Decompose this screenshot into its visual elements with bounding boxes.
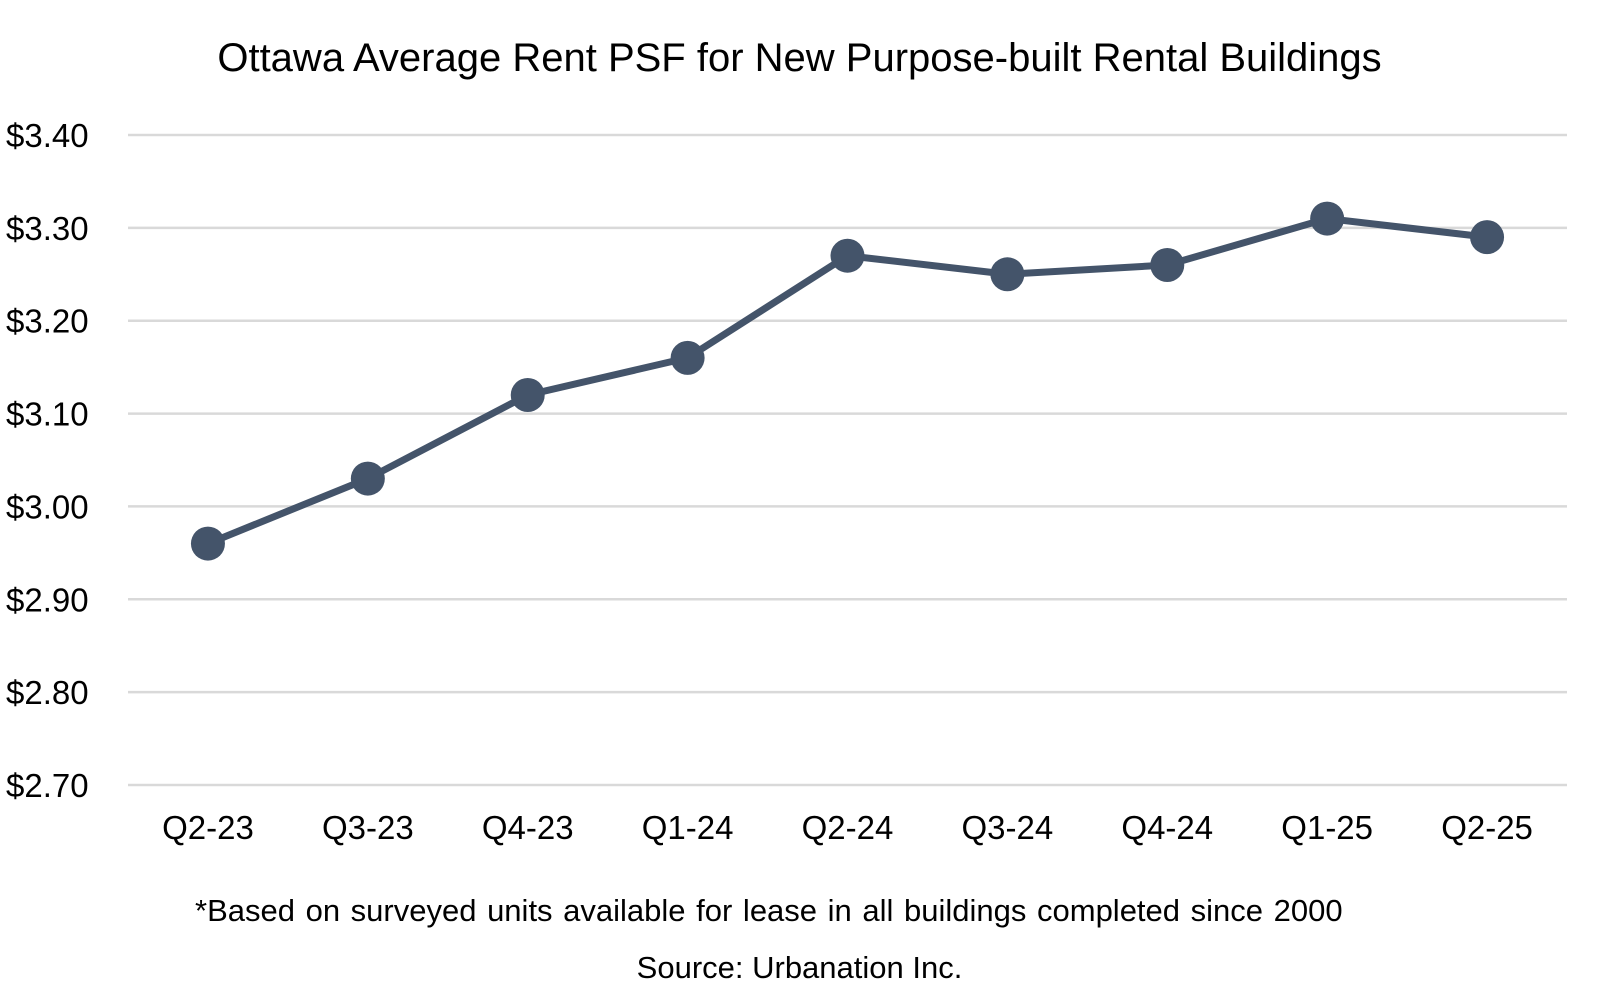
data-point [1470, 220, 1505, 255]
y-tick-label: $3.10 [6, 396, 89, 433]
x-axis-tick-labels: Q2-23 Q3-23 Q4-23 Q1-24 Q2-24 Q3-24 Q4-24 Q1-25… [162, 809, 1533, 846]
footnote: *Based on surveyed units available for l… [195, 893, 1343, 928]
x-tick-label: Q4-24 [1121, 809, 1213, 846]
x-tick-label: Q2-23 [162, 809, 254, 846]
data-point [510, 378, 545, 412]
x-tick-label: Q3-23 [322, 809, 414, 846]
x-tick-label: Q4-23 [482, 809, 574, 846]
y-tick-label: $3.40 [6, 117, 89, 154]
x-tick-label: Q2-24 [802, 809, 894, 846]
x-tick-label: Q2-25 [1441, 809, 1533, 846]
y-tick-label: $2.70 [6, 767, 89, 804]
data-point [830, 238, 865, 273]
data-point [1150, 248, 1185, 282]
y-tick-label: $2.80 [6, 674, 89, 711]
x-tick-label: Q1-25 [1281, 809, 1373, 846]
x-tick-label: Q3-24 [962, 809, 1054, 846]
data-point [350, 461, 385, 496]
gridlines [128, 133, 1567, 787]
data-point [190, 526, 225, 561]
y-tick-label: $3.00 [6, 488, 89, 525]
series-points [190, 201, 1505, 561]
y-tick-label: $3.30 [6, 210, 89, 247]
source-note: Source: Urbanation Inc. [636, 950, 963, 985]
y-tick-label: $3.20 [6, 303, 89, 340]
chart-title: Ottawa Average Rent PSF for New Purpose-… [217, 36, 1382, 80]
data-point [1310, 201, 1345, 236]
data-point [990, 257, 1025, 292]
data-point [670, 340, 705, 375]
x-tick-label: Q1-24 [642, 809, 734, 846]
y-tick-label: $2.90 [6, 581, 89, 618]
y-axis-tick-labels: $3.40 $3.30 $3.20 $3.10 $3.00 $2.90 $2.80 $2.70 [6, 117, 89, 804]
